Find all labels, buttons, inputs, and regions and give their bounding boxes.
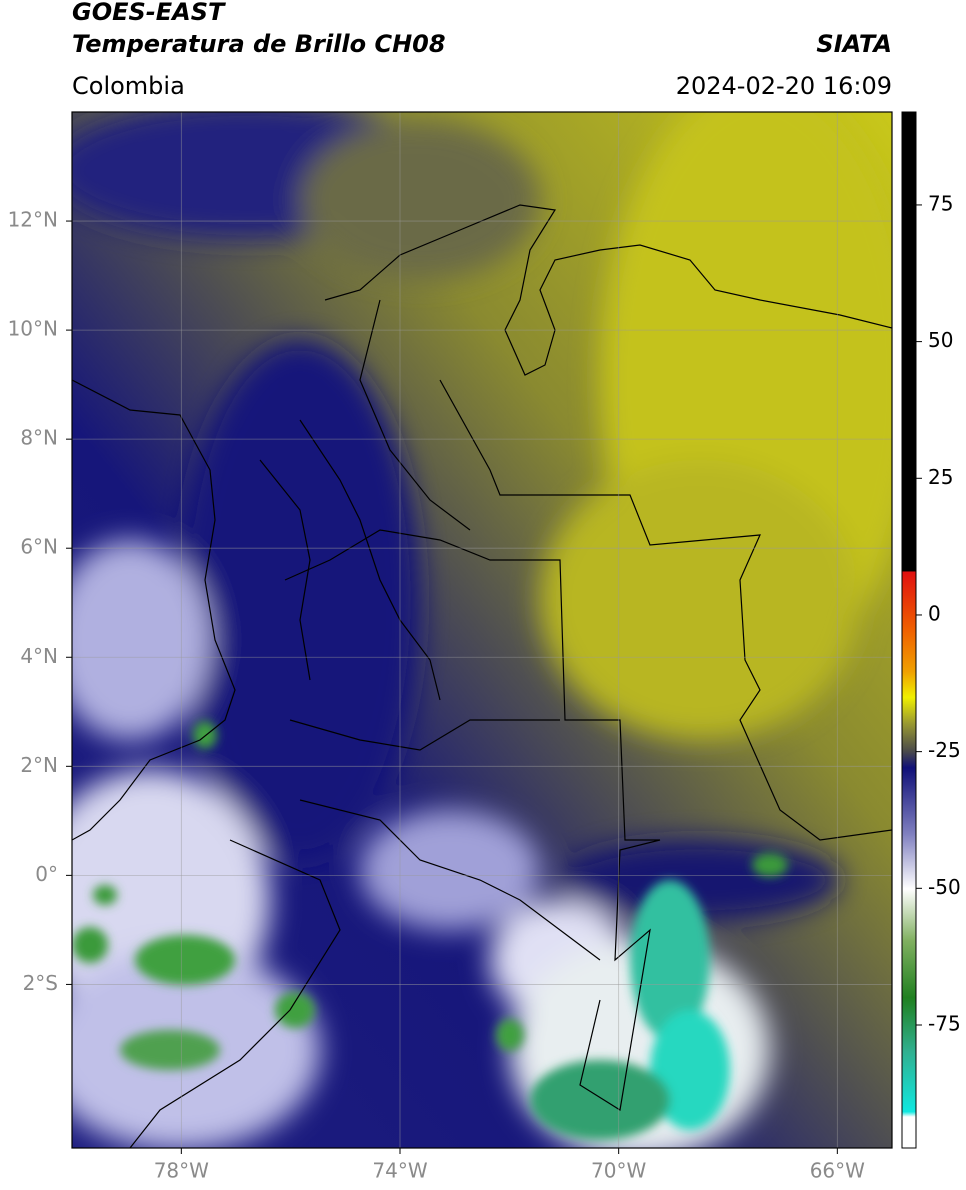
- colorbar-tick-label: 25: [928, 465, 953, 489]
- y-tick-label: 12°N: [8, 208, 58, 232]
- colorbar-tick-label: 0: [928, 601, 941, 625]
- colorbar-tick-label: -75: [928, 1011, 961, 1035]
- x-tick-label: 66°W: [810, 1159, 865, 1183]
- satellite-image: [72, 112, 892, 1148]
- map-frame: [71, 111, 893, 1149]
- title: GOES-EAST: [72, 0, 226, 26]
- y-tick-label: 6°N: [20, 535, 58, 559]
- colorbar-tick-label: -50: [928, 875, 961, 899]
- colorbar-tick-label: -25: [928, 738, 961, 762]
- title: Temperatura de Brillo CH08: [72, 30, 446, 58]
- y-tick-label: 2°N: [20, 753, 58, 777]
- datetime: 2024-02-20 16:09: [676, 72, 892, 100]
- colorbar-tick-label: 75: [928, 191, 953, 215]
- y-tick-label: 8°N: [20, 426, 58, 450]
- y-tick-label: 2°S: [23, 971, 58, 995]
- x-tick-label: 70°W: [591, 1159, 646, 1183]
- region: Colombia: [72, 72, 185, 100]
- x-tick-label: 78°W: [154, 1159, 209, 1183]
- y-tick-label: 10°N: [8, 317, 58, 341]
- colorbar: [901, 111, 917, 1149]
- source: SIATA: [816, 30, 892, 58]
- y-tick-label: 4°N: [20, 644, 58, 668]
- graticule: [72, 112, 892, 1148]
- y-tick-label: 0°: [35, 862, 58, 886]
- colorbar-tick-label: 50: [928, 328, 953, 352]
- x-tick-label: 74°W: [372, 1159, 427, 1183]
